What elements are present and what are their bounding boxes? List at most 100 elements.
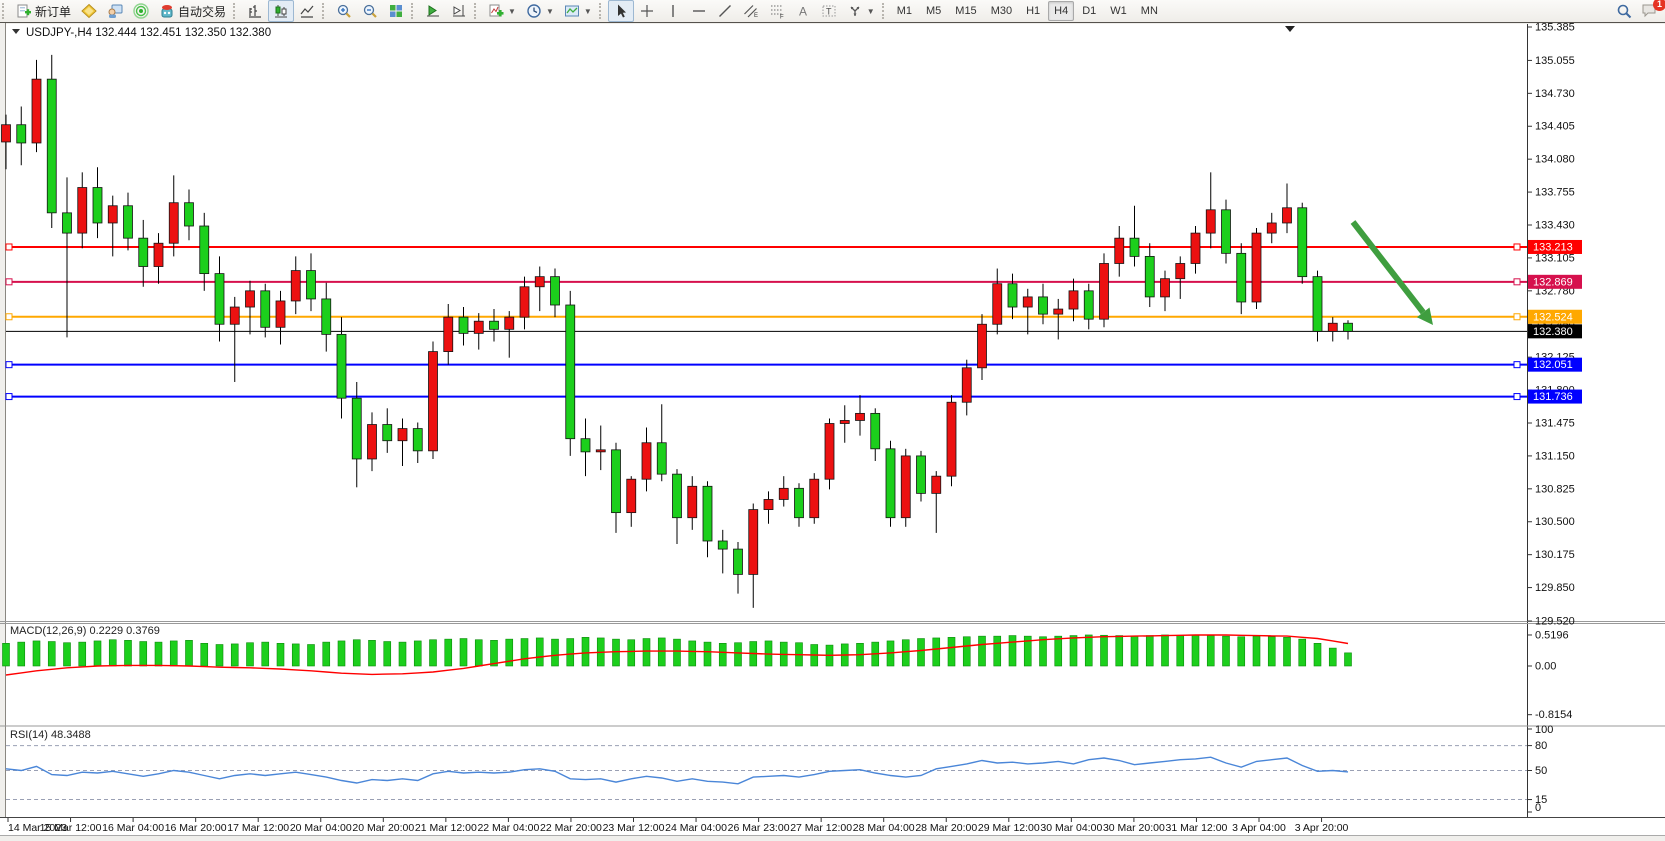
trend-arrow[interactable] — [1350, 220, 1426, 315]
bear-candle — [550, 276, 560, 306]
bull-candle — [519, 286, 530, 318]
notification-badge: 1 — [1653, 0, 1665, 11]
line-handle[interactable] — [1513, 313, 1521, 321]
algo-trading-button[interactable]: 自动交易 — [154, 0, 231, 22]
bull-candle — [473, 320, 484, 334]
bull-candle — [763, 499, 774, 510]
timeframe-button-m30[interactable]: M30 — [990, 5, 1013, 17]
chart-shift-button[interactable] — [446, 0, 472, 22]
macd-histogram-bar — [63, 642, 71, 667]
timeframe-button-m1[interactable]: M1 — [896, 5, 912, 17]
chart-svg[interactable]: MACD(12,26,9) 0.2229 0.3769 RSI(14) 48.34… — [0, 21, 1665, 841]
zoom-out-icon — [363, 4, 377, 18]
macd-histogram-bar — [413, 640, 422, 667]
level-price-badge-text: 132.524 — [1533, 311, 1573, 323]
bear-candle — [382, 424, 393, 442]
virtual-hosting-button[interactable] — [102, 0, 128, 22]
zoom-out-button[interactable] — [357, 0, 383, 22]
bull-candle — [1175, 263, 1186, 280]
macd-histogram-bar — [1252, 635, 1261, 667]
timeframe-button-m5[interactable]: M5 — [926, 5, 942, 17]
signals-button[interactable] — [128, 0, 154, 22]
bear-candle — [92, 187, 103, 224]
macd-histogram-bar — [139, 641, 148, 667]
macd-histogram-bar — [520, 638, 529, 667]
macd-histogram-bar — [901, 639, 910, 667]
bear-candle — [412, 428, 423, 452]
label-icon: T — [822, 5, 836, 17]
line-handle[interactable] — [1513, 278, 1521, 286]
fibonacci-tool-button[interactable]: F — [764, 0, 790, 22]
line-handle[interactable] — [5, 243, 13, 251]
indicators-button[interactable]: ▼ — [483, 0, 521, 22]
bull-candle — [229, 306, 240, 325]
current-price-badge-text: 132.380 — [1533, 326, 1573, 338]
timeframe-button-w1[interactable]: W1 — [1110, 5, 1127, 17]
search-icon[interactable] — [1616, 3, 1633, 20]
one-click-trading-toggle[interactable] — [12, 29, 20, 34]
crosshair-tool-button[interactable] — [634, 0, 660, 22]
bull-candle — [687, 485, 698, 519]
macd-histogram-bar — [612, 638, 620, 667]
auto-scroll-icon — [427, 5, 440, 17]
cursor-tool-button[interactable] — [607, 0, 634, 22]
auto-scroll-button[interactable] — [420, 0, 446, 22]
new-order-button[interactable]: 新订单 — [11, 0, 76, 22]
macd-histogram-bar — [642, 638, 651, 667]
price-tick-label: 130.500 — [1535, 516, 1575, 528]
svg-text:E: E — [754, 13, 758, 19]
timeframe-button-m15[interactable]: M15 — [955, 5, 977, 17]
arrows-tool-button[interactable]: ▼ — [842, 0, 880, 22]
templates-button[interactable]: ▼ — [559, 0, 597, 22]
zoom-in-button[interactable] — [331, 0, 357, 22]
bull-candle — [31, 78, 42, 144]
bear-candle — [733, 548, 743, 575]
timeframe-button-d1[interactable]: D1 — [1082, 5, 1097, 17]
bull-candle — [504, 316, 515, 330]
label-tool-button[interactable]: T — [816, 0, 842, 22]
macd-histogram-bar — [566, 638, 575, 667]
line-handle[interactable] — [5, 278, 13, 286]
candlestick-mode-button[interactable] — [268, 0, 295, 22]
line-handle[interactable] — [1513, 393, 1521, 401]
bull-candle — [855, 412, 865, 421]
bear-candle — [870, 412, 881, 450]
time-tick-label: 16 Mar 04:00 — [102, 822, 164, 834]
toolbar-grip — [322, 3, 329, 19]
macd-histogram-bar — [1130, 635, 1139, 667]
new-order-label: 新订单 — [35, 4, 72, 19]
equidistant-channel-tool-button[interactable]: E — [738, 0, 764, 22]
line-chart-mode-button[interactable] — [294, 0, 320, 22]
level-price-badge-text: 132.051 — [1533, 359, 1573, 371]
bar-chart-mode-button[interactable] — [242, 0, 268, 22]
horizontal-line-tool-button[interactable] — [686, 0, 712, 22]
new-order-icon — [17, 4, 31, 18]
periods-button[interactable]: ▼ — [521, 0, 559, 22]
chart-window[interactable]: MACD(12,26,9) 0.2229 0.3769 RSI(14) 48.34… — [0, 21, 1665, 841]
trendline-tool-button[interactable] — [712, 0, 738, 22]
macd-axis-label: 0.5196 — [1535, 629, 1569, 641]
bear-candle — [199, 225, 210, 275]
vertical-line-tool-button[interactable] — [660, 0, 686, 22]
rsi-axis-label: 0 — [1535, 802, 1541, 814]
line-handle[interactable] — [5, 393, 13, 401]
bear-candle — [336, 333, 347, 399]
notifications-button[interactable]: 1 — [1641, 0, 1665, 21]
equidistant-channel-icon: E — [743, 5, 758, 19]
timeframe-button-mn[interactable]: MN — [1140, 5, 1158, 17]
text-tool-button[interactable]: A — [790, 0, 816, 22]
bull-candle — [1327, 322, 1338, 332]
metaeditor-button[interactable] — [76, 0, 102, 22]
line-handle[interactable] — [1513, 243, 1521, 251]
macd-histogram-bar — [474, 639, 483, 667]
line-handle[interactable] — [1513, 361, 1521, 369]
chart-shift-marker[interactable] — [1285, 26, 1295, 32]
timeframe-button-h4[interactable]: H4 — [1048, 1, 1075, 21]
tile-windows-button[interactable] — [383, 0, 409, 22]
line-handle[interactable] — [5, 361, 13, 369]
line-handle[interactable] — [5, 313, 13, 321]
timeframe-button-h1[interactable]: H1 — [1026, 5, 1041, 17]
chart-title-row: USDJPY-,H4 132.444 132.451 132.350 132.3… — [12, 27, 271, 39]
bull-candle — [245, 290, 255, 308]
time-tick-label: 14 Mar 2023 — [8, 822, 67, 834]
